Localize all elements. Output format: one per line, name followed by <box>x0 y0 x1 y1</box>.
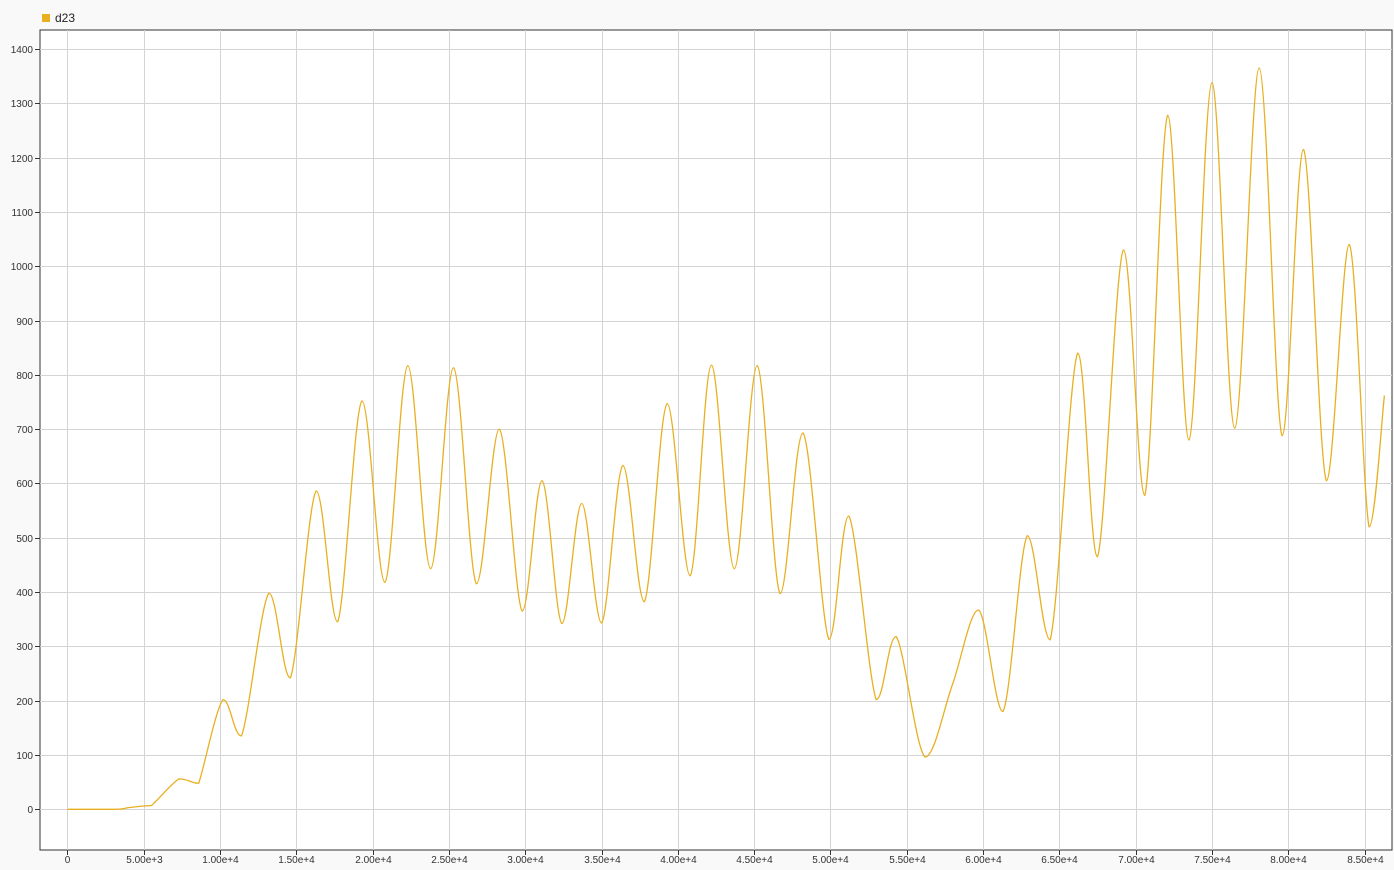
legend[interactable]: d23 <box>42 11 75 25</box>
y-tick-label: 600 <box>16 479 33 490</box>
x-tick-label: 7.50e+4 <box>1194 855 1231 866</box>
x-tick-label: 5.00e+3 <box>126 855 163 866</box>
y-tick-label: 800 <box>16 371 33 382</box>
y-tick-label: 1000 <box>11 262 34 273</box>
y-tick-label: 1300 <box>11 99 34 110</box>
x-tick-label: 4.50e+4 <box>736 855 773 866</box>
x-tick-label: 5.50e+4 <box>889 855 926 866</box>
y-tick-label: 1100 <box>11 208 33 219</box>
y-tick-label: 0 <box>27 805 33 816</box>
x-tick-label: 8.00e+4 <box>1270 855 1307 866</box>
y-tick-label: 1200 <box>11 154 34 165</box>
x-tick-label: 0 <box>65 855 71 866</box>
x-tick-label: 8.50e+4 <box>1347 855 1384 866</box>
x-tick-label: 1.00e+4 <box>202 855 239 866</box>
y-tick-label: 400 <box>16 588 33 599</box>
x-tick-label: 5.00e+4 <box>812 855 849 866</box>
x-tick-label: 6.50e+4 <box>1041 855 1078 866</box>
x-tick-label: 4.00e+4 <box>660 855 697 866</box>
legend-label: d23 <box>55 11 76 25</box>
y-tick-label: 900 <box>16 317 33 328</box>
x-tick-label: 2.50e+4 <box>431 855 468 866</box>
y-tick-label: 500 <box>16 534 33 545</box>
y-tick-label: 700 <box>16 425 33 436</box>
x-tick-label: 6.00e+4 <box>965 855 1002 866</box>
y-tick-label: 200 <box>16 697 33 708</box>
y-tick-label: 300 <box>16 642 33 653</box>
x-tick-label: 2.00e+4 <box>355 855 392 866</box>
y-tick-label: 100 <box>16 751 33 762</box>
series-line-d23 <box>67 67 1386 810</box>
legend-swatch <box>42 14 50 22</box>
plot-area <box>39 29 1393 851</box>
x-tick-label: 7.00e+4 <box>1118 855 1155 866</box>
y-tick-label: 1400 <box>11 45 34 56</box>
x-tick-label: 3.00e+4 <box>507 855 544 866</box>
x-tick-label: 1.50e+4 <box>278 855 315 866</box>
x-tick-label: 3.50e+4 <box>584 855 621 866</box>
